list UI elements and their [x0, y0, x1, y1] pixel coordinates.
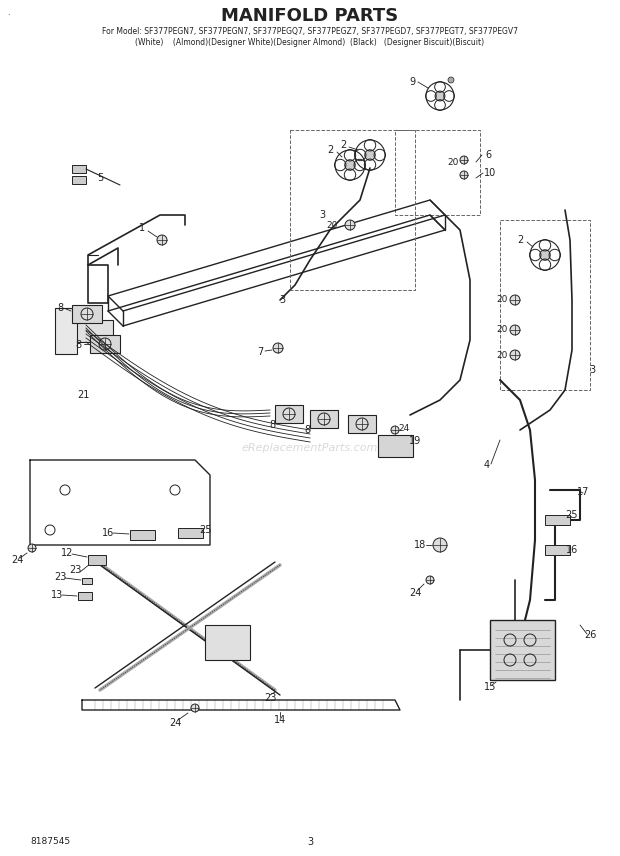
Circle shape	[510, 350, 520, 360]
Text: 1: 1	[139, 223, 145, 233]
Circle shape	[365, 150, 375, 160]
Circle shape	[191, 704, 199, 712]
Bar	[78, 592, 92, 600]
Bar	[68, 320, 113, 342]
Circle shape	[356, 418, 368, 430]
Text: 20: 20	[447, 158, 459, 167]
Text: 2: 2	[327, 145, 333, 155]
Circle shape	[510, 295, 520, 305]
Circle shape	[81, 308, 93, 320]
Text: 20: 20	[497, 325, 508, 335]
Circle shape	[28, 544, 36, 552]
Circle shape	[448, 77, 454, 83]
Text: 8: 8	[304, 425, 310, 435]
Circle shape	[157, 235, 167, 245]
Text: 2: 2	[517, 235, 523, 245]
Circle shape	[460, 156, 468, 164]
Text: 25: 25	[565, 510, 578, 520]
Text: 24: 24	[169, 718, 181, 728]
Text: 8187545: 8187545	[30, 837, 70, 847]
Text: 17: 17	[577, 487, 589, 497]
Text: 7: 7	[257, 347, 263, 357]
Bar	[348, 415, 376, 433]
Text: 18: 18	[414, 540, 426, 550]
Text: (White)    (Almond)(Designer White)(Designer Almond)  (Black)   (Designer Biscui: (White) (Almond)(Designer White)(Designe…	[135, 38, 485, 46]
Text: 12: 12	[61, 548, 73, 558]
Text: 4: 4	[484, 460, 490, 470]
Text: 3: 3	[307, 837, 313, 847]
Text: 24: 24	[399, 424, 410, 432]
Text: For Model: SF377PEGN7, SF377PEGN7, SF377PEGQ7, SF377PEGZ7, SF377PEGD7, SF377PEGT: For Model: SF377PEGN7, SF377PEGN7, SF377…	[102, 27, 518, 35]
Circle shape	[540, 250, 551, 260]
Text: 9: 9	[409, 77, 415, 87]
Bar	[72, 176, 86, 184]
Text: 20: 20	[497, 350, 508, 360]
Circle shape	[426, 576, 434, 584]
Text: 23: 23	[264, 693, 276, 703]
Circle shape	[318, 413, 330, 425]
Text: 20: 20	[327, 221, 338, 229]
Text: 26: 26	[584, 630, 596, 640]
Text: 3: 3	[319, 210, 325, 220]
Text: 23: 23	[69, 565, 81, 575]
Bar	[90, 335, 120, 353]
Text: eReplacementParts.com: eReplacementParts.com	[242, 443, 378, 453]
Bar	[178, 528, 203, 538]
Text: 8: 8	[75, 340, 81, 350]
Bar	[130, 530, 155, 540]
Text: 24: 24	[11, 555, 23, 565]
Text: 3: 3	[589, 365, 595, 375]
Circle shape	[345, 220, 355, 230]
Text: 2: 2	[340, 140, 346, 150]
Circle shape	[510, 325, 520, 335]
Bar	[72, 305, 102, 323]
Bar	[82, 578, 92, 584]
Text: 23: 23	[54, 572, 66, 582]
Bar	[275, 405, 303, 423]
Text: 10: 10	[484, 168, 496, 178]
Text: 24: 24	[409, 588, 421, 598]
Circle shape	[283, 408, 295, 420]
Bar	[88, 555, 106, 565]
Circle shape	[345, 160, 355, 170]
Text: 15: 15	[484, 682, 496, 692]
Bar	[545, 545, 570, 555]
Bar	[55, 308, 77, 354]
Text: 19: 19	[409, 436, 421, 446]
Bar	[490, 620, 555, 680]
Text: 5: 5	[97, 173, 103, 183]
Text: 3: 3	[279, 295, 285, 305]
Circle shape	[391, 426, 399, 434]
Text: 6: 6	[485, 150, 491, 160]
Bar	[545, 515, 570, 525]
Text: 21: 21	[77, 390, 89, 400]
Text: 8: 8	[269, 420, 275, 430]
Text: 13: 13	[51, 590, 63, 600]
Text: 20: 20	[497, 295, 508, 305]
Text: 14: 14	[274, 715, 286, 725]
Bar	[378, 435, 413, 457]
Text: 16: 16	[566, 545, 578, 555]
Text: 16: 16	[102, 528, 114, 538]
Bar	[72, 165, 86, 173]
Circle shape	[273, 343, 283, 353]
Circle shape	[433, 538, 447, 552]
Text: 25: 25	[199, 525, 211, 535]
Bar	[310, 410, 338, 428]
Text: 8: 8	[57, 303, 63, 313]
Text: .: .	[7, 8, 9, 16]
Text: MANIFOLD PARTS: MANIFOLD PARTS	[221, 7, 399, 25]
Circle shape	[435, 91, 445, 101]
Circle shape	[460, 171, 468, 179]
Circle shape	[99, 338, 111, 350]
Bar	[205, 625, 250, 660]
